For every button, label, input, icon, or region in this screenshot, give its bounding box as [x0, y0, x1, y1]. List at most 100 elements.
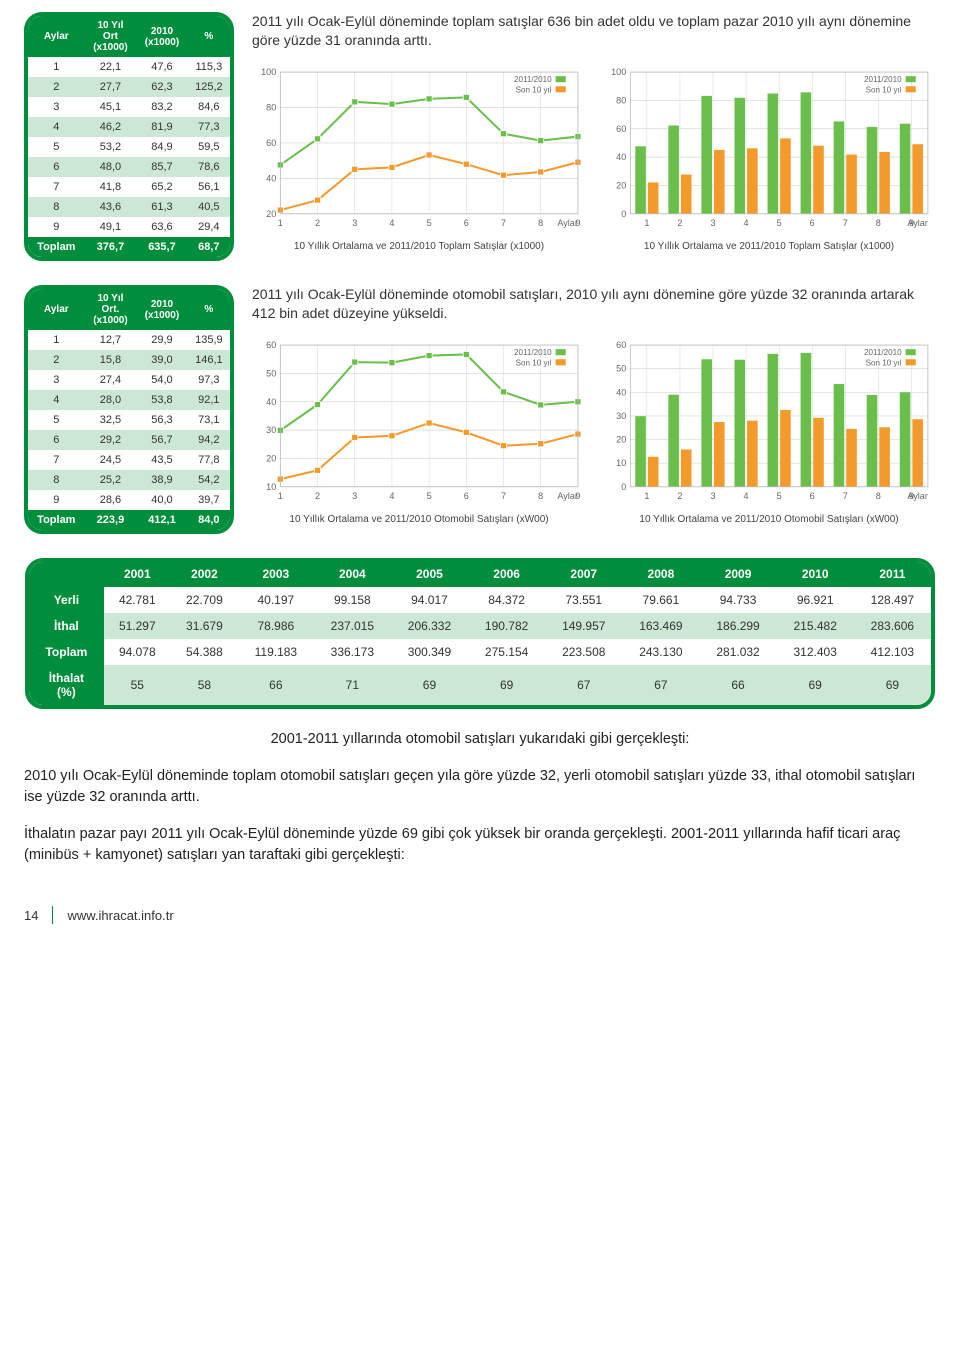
table-cell: 190.782 [468, 613, 545, 639]
table-cell: İthalat(%) [29, 665, 104, 705]
table-cell: 56,1 [188, 177, 230, 197]
table-cell: 94.017 [391, 587, 468, 613]
svg-text:2011/2010: 2011/2010 [514, 348, 552, 357]
table-cell: 128.497 [854, 587, 931, 613]
svg-text:2011/2010: 2011/2010 [864, 75, 902, 84]
table-cell: 56,3 [136, 410, 188, 430]
table-cell: 69 [468, 665, 545, 705]
table-row: 648,085,778,6 [28, 157, 230, 177]
table-cell: 73.551 [545, 587, 622, 613]
table-cell: 81,9 [136, 117, 188, 137]
table-cell: 7 [28, 177, 85, 197]
table-cell: 58 [171, 665, 238, 705]
table-cell: 39,7 [188, 490, 230, 510]
svg-text:4: 4 [744, 491, 749, 501]
table-header: Aylar [28, 289, 85, 330]
table-cell: 25,2 [85, 470, 137, 490]
table-cell: 79.661 [622, 587, 699, 613]
table-row: 215,839,0146,1 [28, 350, 230, 370]
svg-text:1: 1 [644, 491, 649, 501]
table-cell: İthal [29, 613, 104, 639]
svg-text:3: 3 [710, 491, 715, 501]
page-number: 14 [24, 908, 38, 923]
table-row: İthalat(%)5558667169696767666969 [29, 665, 931, 705]
svg-text:2: 2 [677, 218, 682, 228]
svg-text:2: 2 [315, 218, 320, 228]
svg-text:100: 100 [611, 67, 626, 77]
svg-text:6: 6 [810, 218, 815, 228]
chart-total-line: 20406080100123456789Aylar2011/2010Son 10… [252, 64, 586, 252]
table-row: 843,661,340,5 [28, 197, 230, 217]
text-para-1: 2010 yılı Ocak-Eylül döneminde toplam ot… [24, 766, 936, 808]
table-header: 2002 [171, 562, 238, 587]
svg-text:4: 4 [389, 218, 394, 228]
table-cell: 40,0 [136, 490, 188, 510]
table-cell: 54,2 [188, 470, 230, 490]
table-header: 2010(x1000) [136, 289, 188, 330]
svg-text:40: 40 [616, 387, 626, 397]
chart-auto-bar: 0102030405060123456789Aylar2011/2010Son … [602, 337, 936, 525]
chart-auto-line: 102030405060123456789Aylar2011/2010Son 1… [252, 337, 586, 525]
svg-text:5: 5 [427, 218, 432, 228]
table-cell: 206.332 [391, 613, 468, 639]
table-cell: 31.679 [171, 613, 238, 639]
table-cell: 12,7 [85, 330, 137, 350]
table-cell: 125,2 [188, 77, 230, 97]
page-footer: 14 www.ihracat.info.tr [24, 906, 936, 924]
table-cell: 215.482 [777, 613, 854, 639]
table-header: 10 YılOrt(x1000) [85, 16, 137, 57]
table-total-sales: Aylar10 YılOrt(x1000)2010(x1000)%122,147… [24, 12, 234, 261]
chart-auto-line-caption: 10 Yıllık Ortalama ve 2011/2010 Otomobil… [252, 514, 586, 525]
svg-text:60: 60 [266, 138, 276, 148]
table-cell: 8 [28, 470, 85, 490]
table-cell: 281.032 [699, 639, 776, 665]
table-cell: 67 [545, 665, 622, 705]
svg-text:1: 1 [644, 218, 649, 228]
table-cell: 38,9 [136, 470, 188, 490]
table-header: 2011 [854, 562, 931, 587]
table-cell: 78,6 [188, 157, 230, 177]
svg-text:3: 3 [352, 218, 357, 228]
table-cell: 53,8 [136, 390, 188, 410]
table-cell: 54.388 [171, 639, 238, 665]
table-cell: 2 [28, 350, 85, 370]
table-total-row: Toplam223,9412,184,0 [28, 510, 230, 530]
table-cell: 97,3 [188, 370, 230, 390]
table-cell: 412,1 [136, 510, 188, 530]
svg-text:2: 2 [315, 491, 320, 501]
table-row: 532,556,373,1 [28, 410, 230, 430]
svg-text:1: 1 [278, 491, 283, 501]
table-cell: 4 [28, 390, 85, 410]
table-cell: 635,7 [136, 237, 188, 257]
svg-text:Son 10 yıl: Son 10 yıl [516, 85, 552, 94]
table-row: 825,238,954,2 [28, 470, 230, 490]
svg-text:4: 4 [389, 491, 394, 501]
table-cell: 48,0 [85, 157, 137, 177]
table-cell: 66 [238, 665, 314, 705]
table-cell: 4 [28, 117, 85, 137]
table-row: 227,762,3125,2 [28, 77, 230, 97]
svg-text:10: 10 [266, 482, 276, 492]
svg-text:8: 8 [538, 491, 543, 501]
table-cell: 275.154 [468, 639, 545, 665]
table-cell: 115,3 [188, 57, 230, 77]
table-row: 428,053,892,1 [28, 390, 230, 410]
svg-text:2011/2010: 2011/2010 [864, 348, 902, 357]
table-row: 629,256,794,2 [28, 430, 230, 450]
table-cell: 223.508 [545, 639, 622, 665]
svg-text:6: 6 [810, 491, 815, 501]
table-total-row: Toplam376,7635,768,7 [28, 237, 230, 257]
table-cell: Toplam [28, 237, 85, 257]
table-cell: 84,0 [188, 510, 230, 530]
table-cell: 69 [391, 665, 468, 705]
table-cell: 62,3 [136, 77, 188, 97]
table-cell: 32,5 [85, 410, 137, 430]
svg-text:50: 50 [616, 364, 626, 374]
svg-text:7: 7 [501, 491, 506, 501]
svg-text:7: 7 [843, 218, 848, 228]
svg-text:Son 10 yıl: Son 10 yıl [516, 358, 552, 367]
table-header [29, 562, 104, 587]
table-cell: 40.197 [238, 587, 314, 613]
table-cell: 56,7 [136, 430, 188, 450]
table-header: % [188, 16, 230, 57]
